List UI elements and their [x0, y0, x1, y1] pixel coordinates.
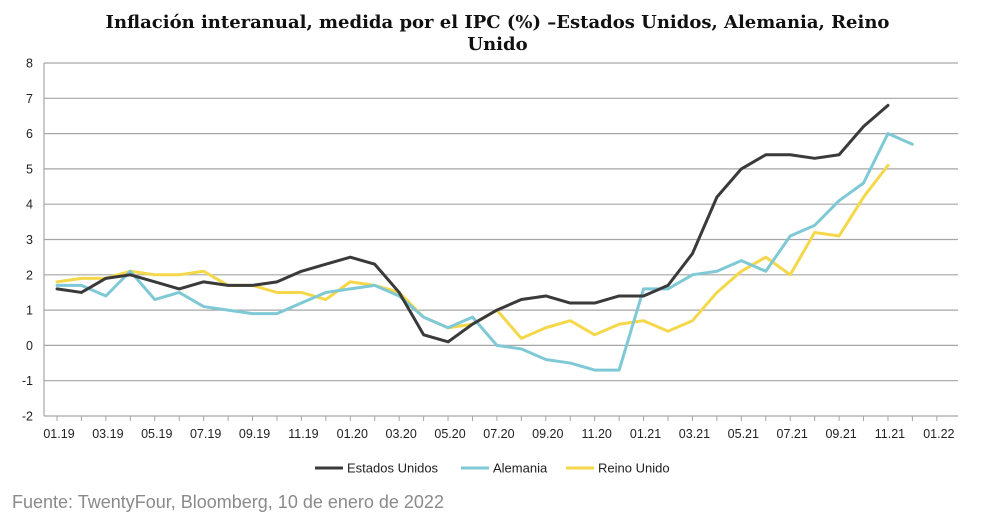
chart-title: Inflación interanual, medida por el IPC … [0, 12, 995, 56]
series-line-estados-unidos [55, 103, 890, 344]
x-tick-label: 09.19 [239, 427, 270, 441]
x-tick-label: 05.21 [728, 427, 759, 441]
x-tick-label: 11.20 [582, 427, 612, 441]
y-tick-label: 0 [26, 339, 33, 353]
y-tick-label: 4 [26, 198, 33, 212]
x-tick-label: 07.19 [190, 427, 221, 441]
chart-title-line-1: Inflación interanual, medida por el IPC … [105, 12, 890, 33]
x-tick-label: 07.20 [483, 427, 514, 441]
legend-label: Alemania [493, 461, 548, 476]
x-tick-label: 07.21 [777, 427, 808, 441]
series-layer [55, 103, 914, 372]
y-tick-label: -2 [22, 410, 33, 424]
chart-title-line-2: Unido [467, 34, 528, 55]
x-tick-label: 05.19 [141, 427, 172, 441]
x-tick-label: 03.21 [679, 427, 710, 441]
legend-label: Estados Unidos [347, 461, 439, 476]
series-line-alemania [55, 132, 914, 372]
grid-layer [44, 62, 958, 417]
axis-layer: -2 -1 0 1 2 3 4 5 6 7 8 01.19 03.19 05.19 07.19 09.19 11… [22, 57, 955, 442]
x-tick-label: 01.22 [923, 427, 954, 441]
source-note: Fuente: TwentyFour, Bloomberg, 10 de ene… [12, 492, 444, 512]
y-tick-label: 7 [26, 92, 33, 106]
x-tick-label: 03.19 [92, 427, 123, 441]
x-tick-label: 11.19 [288, 427, 318, 441]
y-tick-label: 8 [26, 57, 33, 71]
x-tick-label: 01.20 [337, 427, 368, 441]
series-line-reino-unido [55, 163, 890, 340]
x-tick-label: 05.20 [434, 427, 465, 441]
y-tick-label: 3 [26, 233, 33, 247]
x-tick-label: 09.20 [532, 427, 563, 441]
x-tick-label: 09.21 [825, 427, 856, 441]
y-tick-label: 2 [26, 268, 33, 282]
x-tick-label: 03.20 [386, 427, 417, 441]
y-tick-label: 1 [26, 304, 33, 318]
y-tick-label: 6 [26, 127, 33, 141]
legend: Estados Unidos Alemania Reino Unido [315, 461, 670, 476]
y-tick-label: -1 [22, 374, 33, 388]
legend-label: Reino Unido [598, 461, 670, 476]
y-tick-label: 5 [26, 162, 33, 176]
x-tick-label: 11.21 [875, 427, 905, 441]
x-tick-label: 01.19 [43, 427, 74, 441]
x-tick-label: 01.21 [630, 427, 661, 441]
